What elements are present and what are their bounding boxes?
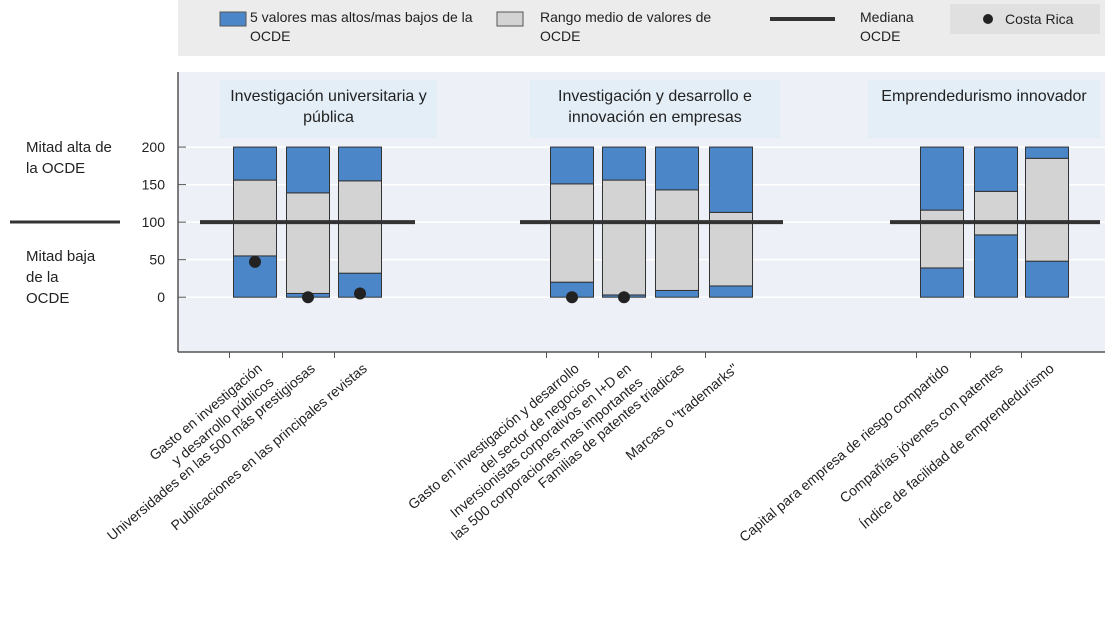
bar-segment <box>602 179 646 296</box>
x-tick-label-line: Índice de facilidad de emprendedurismo <box>856 360 1057 532</box>
bar-segment <box>974 234 1018 298</box>
bar-segment <box>709 146 753 213</box>
bar-segment <box>974 146 1018 192</box>
bar-segment <box>550 183 594 283</box>
legend-swatch <box>983 14 993 24</box>
x-tick-label: Índice de facilidad de emprendedurismo <box>856 360 1057 532</box>
bar-segment <box>338 146 382 182</box>
x-tick-label-line: Capital para empresa de riesgo compartid… <box>736 360 952 545</box>
y-tick-label: 150 <box>142 177 166 193</box>
legend-label: Costa Rica <box>1005 11 1074 27</box>
group-title: Investigación y desarrollo e innovación … <box>530 80 780 138</box>
bar-segment <box>655 289 699 298</box>
legend-swatch <box>219 11 247 27</box>
bar-segment <box>655 189 699 291</box>
legend-swatch <box>496 11 524 27</box>
bar-segment <box>920 146 964 211</box>
costa-rica-dot <box>249 255 261 268</box>
bar-segment <box>974 190 1018 236</box>
x-tick-label-line: Universidades en las 500 más prestigiosa… <box>104 360 318 543</box>
legend-label: Rango medio de valores de OCDE <box>540 9 712 44</box>
bar-segment <box>233 146 277 181</box>
upper-half-label: Mitad alta de la OCDE <box>26 139 112 177</box>
costa-rica-dot <box>566 291 578 304</box>
bar-segment <box>1025 146 1069 159</box>
lower-half-label: Mitad baja de la OCDE <box>26 248 96 307</box>
x-tick-label: Universidades en las 500 más prestigiosa… <box>104 360 318 543</box>
bar-segment <box>709 211 753 287</box>
legend-label: 5 valores mas altos/mas bajos de la OCDE <box>250 9 473 44</box>
costa-rica-dot <box>302 291 314 304</box>
bar-segment <box>920 267 964 298</box>
bar-segment <box>286 192 330 294</box>
bar-segment <box>1025 157 1069 262</box>
bar-segment <box>286 146 330 194</box>
bar-segment <box>655 146 699 191</box>
bar-segment <box>338 180 382 274</box>
group-title: Emprendedurismo innovador <box>868 80 1100 138</box>
legend-label: Mediana OCDE <box>860 9 914 44</box>
y-tick-label: 0 <box>157 289 165 305</box>
bar-segment <box>920 209 964 269</box>
group-title: Investigación universitaria y pública <box>220 80 437 138</box>
legend-bg <box>950 4 1100 34</box>
x-tick-label: Capital para empresa de riesgo compartid… <box>736 360 952 545</box>
costa-rica-dot <box>354 287 366 300</box>
bar-segment <box>233 179 277 257</box>
y-tick-label: 100 <box>142 214 166 230</box>
y-tick-label: 50 <box>149 252 165 268</box>
bar-segment <box>709 285 753 298</box>
y-tick-label: 200 <box>142 139 166 155</box>
bar-segment <box>602 146 646 181</box>
bar-segment <box>1025 260 1069 298</box>
costa-rica-dot <box>618 291 630 304</box>
bar-segment <box>550 146 594 185</box>
